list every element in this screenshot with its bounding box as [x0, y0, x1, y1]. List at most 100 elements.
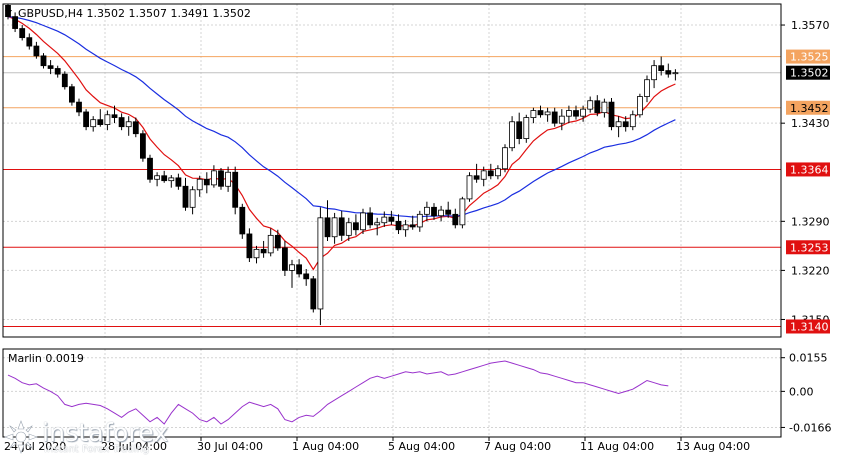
current-price-label: 1.3502	[790, 67, 829, 80]
indicator-title: Marlin 0.0019	[8, 352, 84, 365]
bearish-candle	[487, 170, 494, 177]
bearish-candle	[338, 217, 345, 236]
bullish-candle	[90, 119, 97, 128]
bullish-candle	[154, 175, 161, 180]
bearish-candle	[147, 157, 153, 180]
bearish-candle	[76, 101, 82, 113]
main-grid	[3, 4, 781, 337]
bullish-candle	[168, 177, 175, 182]
bearish-candle	[274, 234, 281, 249]
indicator-pane-frame	[2, 348, 782, 438]
fast-moving-average-line	[7, 16, 676, 271]
bullish-candle	[558, 115, 565, 124]
bearish-candle	[33, 45, 40, 57]
bearish-candle	[594, 100, 601, 114]
brand-name: instaforex	[42, 418, 169, 447]
bearish-candle	[111, 114, 118, 118]
bearish-candle	[431, 206, 437, 217]
bearish-candle	[352, 222, 359, 231]
bearish-candle	[608, 101, 615, 128]
indicator-tick-label: -0.0166	[789, 421, 831, 434]
bullish-candle	[289, 264, 295, 271]
bullish-candle	[360, 212, 366, 231]
bearish-candle	[161, 175, 168, 182]
bullish-candle	[189, 189, 196, 208]
level-tag	[786, 100, 830, 115]
bearish-candle	[409, 224, 416, 228]
bearish-candle	[537, 110, 544, 116]
symbol-title: GBPUSD,H4 1.3502 1.3507 1.3491 1.3502	[18, 7, 251, 20]
bullish-candle	[629, 114, 636, 128]
level-tag	[786, 162, 830, 177]
indicator-series	[7, 360, 669, 425]
bullish-candle	[509, 121, 516, 149]
bearish-candle	[83, 111, 89, 128]
bearish-candle	[97, 119, 104, 125]
bullish-candle	[480, 170, 487, 180]
level-tag-label: 1.3140	[790, 320, 829, 333]
level-tag-label: 1.3452	[790, 102, 829, 115]
bearish-candle	[19, 28, 26, 39]
bearish-candle	[388, 216, 395, 222]
bearish-candle	[281, 247, 288, 271]
bullish-candle	[196, 178, 203, 191]
level-tag	[786, 49, 830, 64]
bearish-candle	[303, 273, 310, 280]
bearish-candle	[54, 68, 61, 75]
bullish-candle	[494, 168, 501, 177]
bullish-candle	[544, 111, 551, 116]
bullish-candle	[530, 110, 537, 118]
current-price-tag	[786, 65, 830, 80]
bullish-candle	[459, 198, 466, 226]
bearish-candle	[69, 86, 75, 103]
bullish-candle	[615, 121, 622, 128]
bearish-candle	[40, 55, 47, 67]
bearish-candle	[658, 65, 665, 72]
bullish-candle	[672, 72, 679, 75]
bearish-candle	[395, 220, 402, 231]
bearish-candle	[182, 185, 189, 208]
bullish-candle	[523, 117, 530, 140]
bearish-candle	[516, 121, 523, 140]
price-tick-label: 1.3220	[791, 264, 830, 277]
bullish-candle	[644, 79, 650, 97]
time-axis: 24 Jul 2020 28 Jul 04:00 30 Jul 04:00 1 Aug…	[4, 437, 750, 453]
dropdown-triangle-icon[interactable]	[5, 10, 12, 15]
marlin-indicator-line	[7, 360, 669, 425]
indicator-tick-label: 0.00	[789, 385, 814, 398]
bullish-candle	[331, 217, 338, 238]
bullish-candle	[317, 217, 324, 310]
time-tick-label: 5 Aug 04:00	[388, 440, 455, 453]
bearish-candle	[218, 170, 224, 187]
price-tick-label: 1.3570	[791, 19, 830, 32]
bearish-candle	[26, 37, 33, 47]
bearish-candle	[139, 133, 146, 159]
bullish-candle	[637, 96, 643, 116]
bearish-candle	[175, 177, 182, 187]
bearish-candle	[118, 117, 125, 128]
bearish-candle	[573, 110, 579, 117]
bullish-candle	[253, 248, 260, 259]
bullish-candle	[104, 114, 111, 125]
bearish-candle	[310, 278, 317, 310]
indicator-axis: 0.0155 0.00 -0.0166	[781, 352, 831, 434]
time-tick-label: 1 Aug 04:00	[292, 440, 359, 453]
price-tags: 1.3525 1.3452 1.3364 1.3253 1.3140 1.3502	[786, 49, 830, 334]
bearish-candle	[622, 121, 629, 128]
price-tick-label: 1.3290	[791, 215, 830, 228]
bullish-candle	[416, 213, 423, 228]
level-tag-label: 1.3364	[790, 163, 829, 176]
bullish-candle	[125, 121, 132, 128]
moving-averages	[7, 16, 676, 271]
instaforex-logo-icon	[4, 420, 38, 454]
bullish-candle	[225, 171, 232, 187]
bearish-candle	[132, 121, 139, 135]
bullish-candle	[267, 234, 274, 254]
main-pane-frame	[2, 3, 782, 338]
slow-moving-average-line	[7, 16, 676, 218]
bullish-candle	[402, 224, 409, 231]
bullish-candle	[502, 147, 508, 170]
bearish-candle	[452, 213, 459, 226]
bearish-candle	[324, 217, 331, 238]
